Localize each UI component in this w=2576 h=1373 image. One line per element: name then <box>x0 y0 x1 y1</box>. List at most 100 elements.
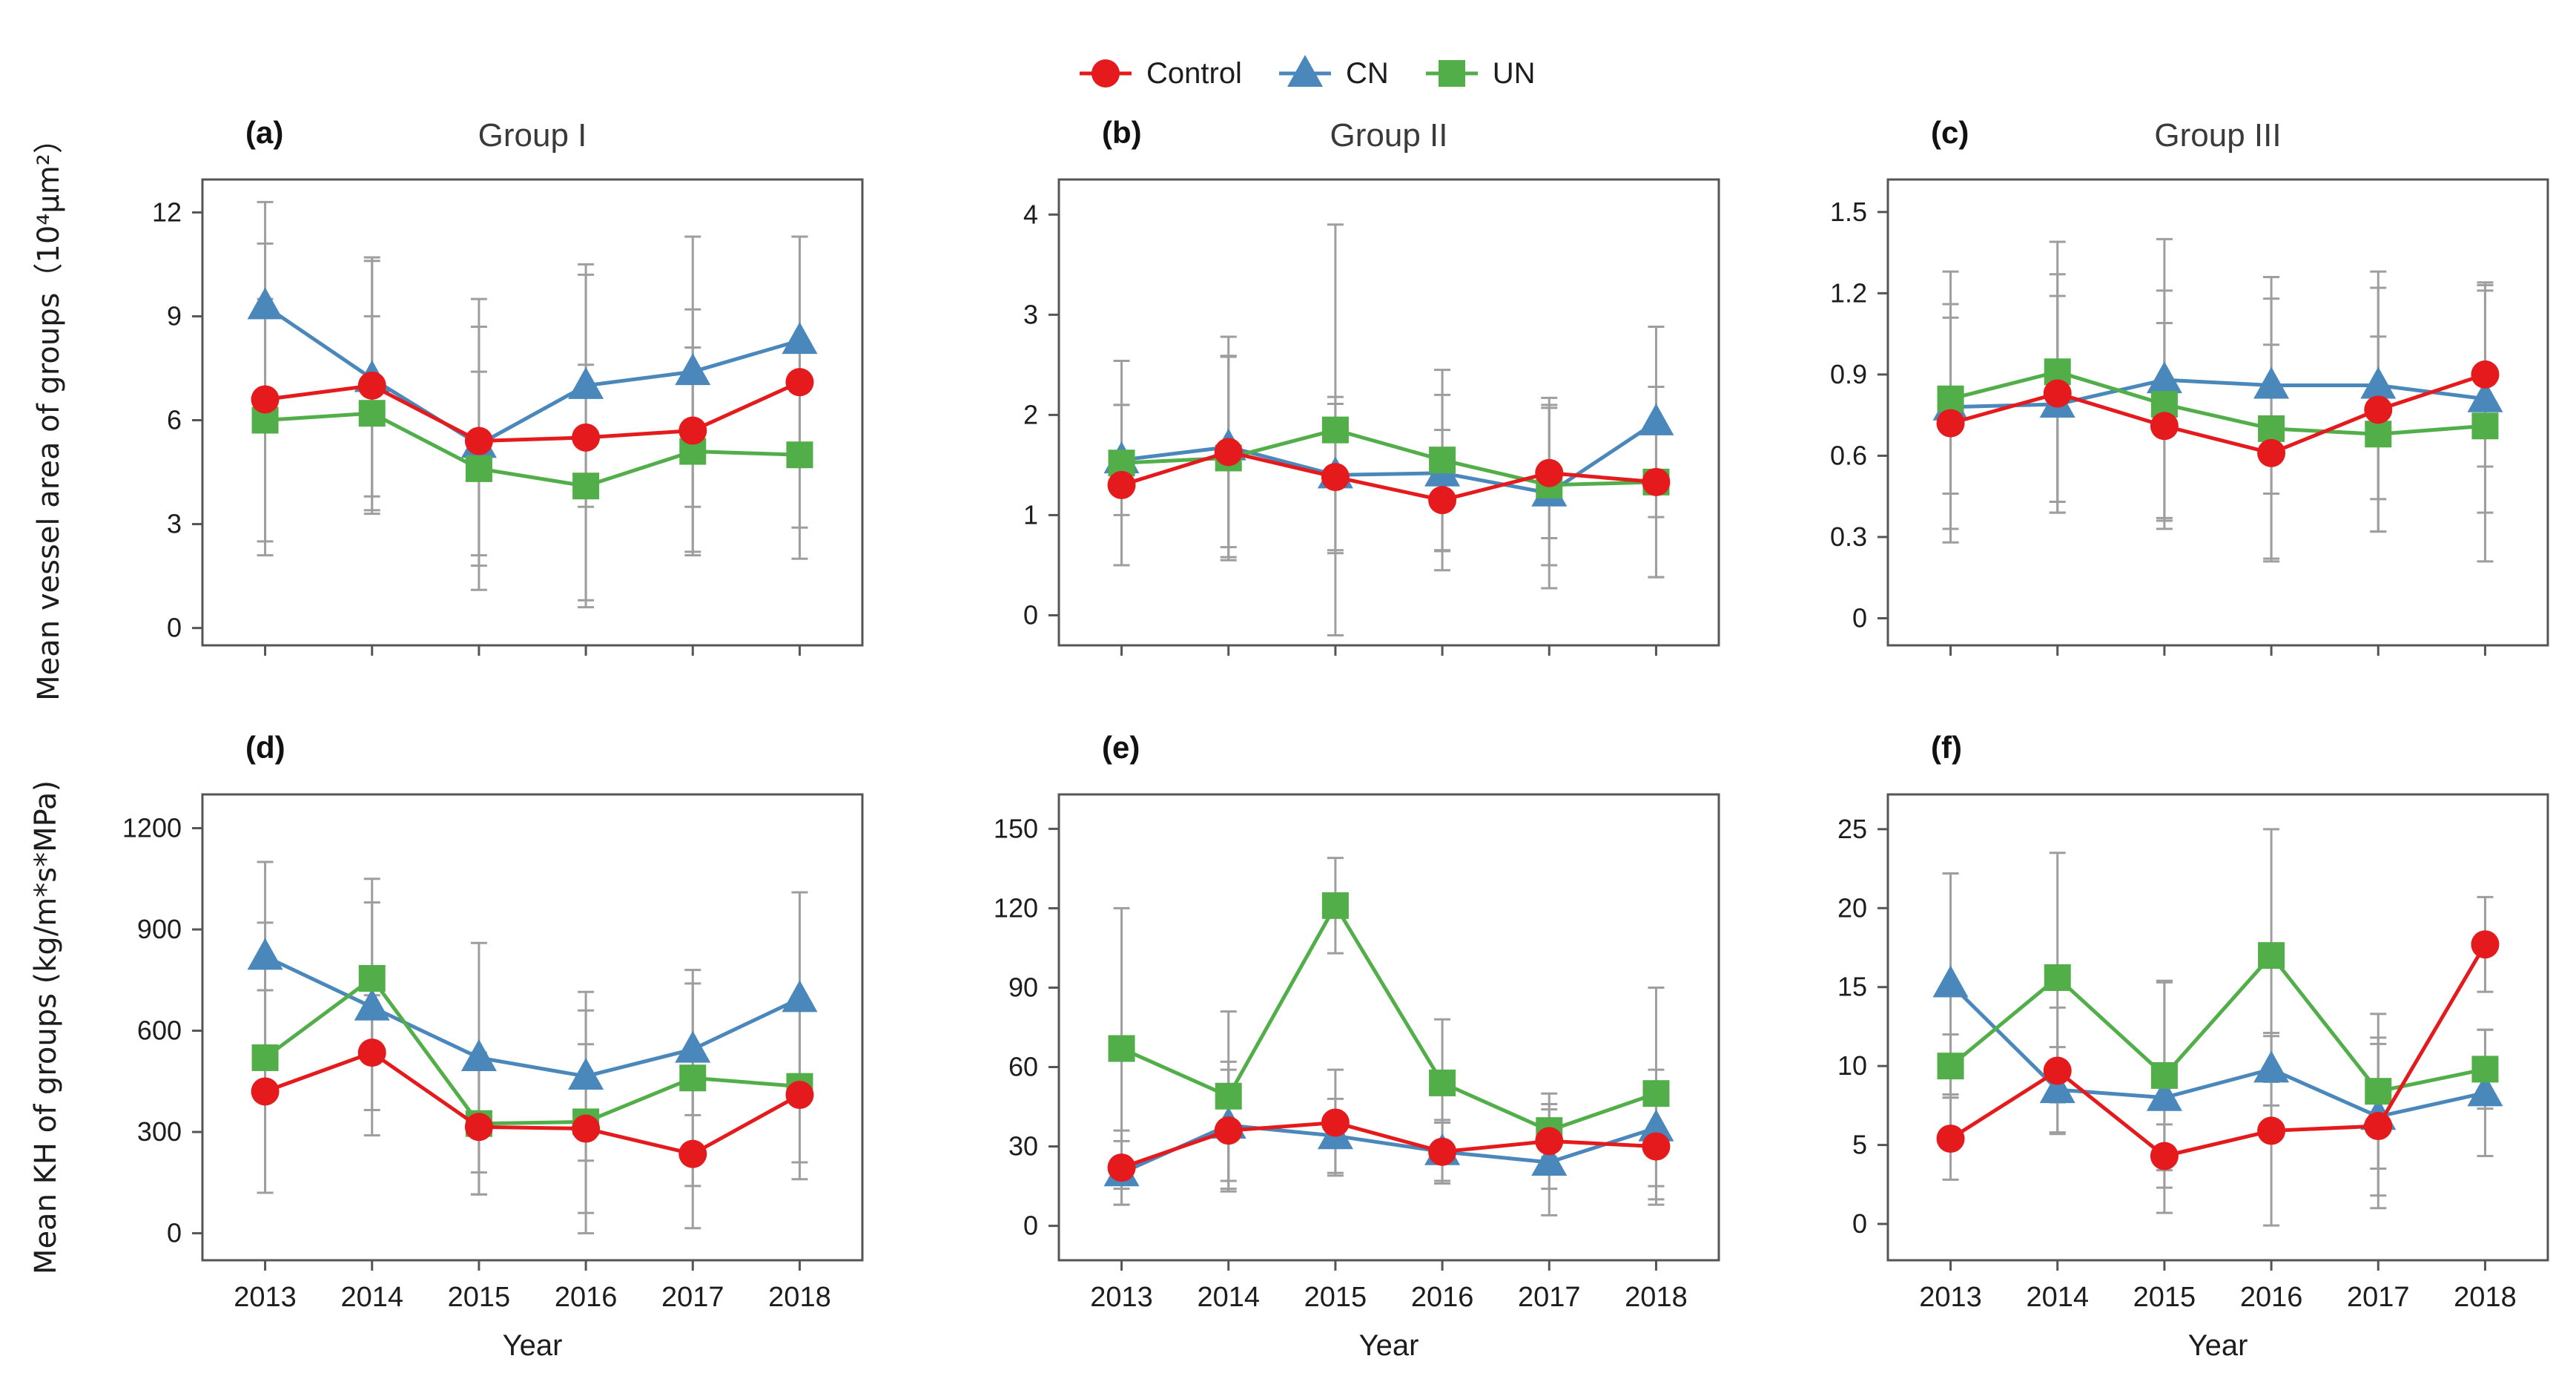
data-point-control-2014 <box>2043 379 2072 408</box>
x-tick-label: 2015 <box>2133 1282 2196 1313</box>
data-point-un-2013 <box>1937 1053 1964 1080</box>
data-point-cn-2016 <box>2253 1050 2290 1083</box>
data-point-control-2016 <box>572 1114 601 1143</box>
y-tick-label: 15 <box>1837 972 1867 1002</box>
data-point-un-2014 <box>1215 1082 1242 1110</box>
data-point-un-2016 <box>1429 1069 1456 1096</box>
data-point-control-2014 <box>357 1038 386 1067</box>
series-line <box>265 380 801 444</box>
panel-chart-svg-e: (e) 0 30 60 90 120 150 2013 2014 2015 2016 2017 2018… <box>994 730 1720 1362</box>
figure-legend: Control CN UN <box>1077 46 1536 101</box>
y-tick-label: 90 <box>1008 972 1038 1002</box>
series-line <box>264 304 801 447</box>
plot-border <box>1886 793 2549 1262</box>
panel-title: Group II <box>1330 117 1448 154</box>
series-line <box>264 975 800 1126</box>
data-point-cn-2016 <box>568 366 604 399</box>
y-tick-label: 1200 <box>122 813 182 843</box>
data-point-control-2016 <box>572 423 601 452</box>
data-point-control-2015 <box>1321 463 1350 492</box>
panel-c: (c) Group III 0 0.3 0.6 0.9 1.2 1.5 <box>1728 72 2570 682</box>
data-point-control-2015 <box>464 1113 493 1142</box>
y-tick-label: 12 <box>152 197 182 227</box>
x-tick-label: 2015 <box>1304 1282 1367 1313</box>
y-tick-label: 0 <box>167 613 182 643</box>
x-tick-label: 2017 <box>1518 1282 1581 1313</box>
data-point-cn-2016 <box>2253 366 2290 399</box>
y-tick-label: 3 <box>167 509 182 539</box>
x-tick-label: 2013 <box>234 1282 297 1313</box>
panel-f: (f) 0 5 10 15 20 25 2013 2014 2015 2016 2017 2018 Yea… <box>1728 687 2570 1369</box>
panel-letter: (e) <box>1102 730 1140 765</box>
legend-square-glyph <box>1438 60 1465 87</box>
x-tick-label: 2014 <box>340 1282 403 1313</box>
legend-triangle-glyph <box>1287 55 1323 87</box>
x-tick-label: 2017 <box>2347 1282 2410 1313</box>
un-square-icon <box>1423 46 1481 101</box>
y-tick-label: 0 <box>1023 1211 1038 1241</box>
data-point-cn-2015 <box>2146 361 2182 394</box>
series-line <box>1949 952 2486 1093</box>
y-tick-label: 0 <box>1852 602 1867 633</box>
data-point-control-2016 <box>2257 1116 2286 1145</box>
data-point-cn-2017 <box>2360 366 2397 399</box>
y-tick-label: 0 <box>1023 599 1038 630</box>
x-axis-label: Year <box>2188 1329 2248 1362</box>
data-point-un-2014 <box>2044 964 2071 991</box>
data-point-cn-2014 <box>2039 1071 2075 1104</box>
data-point-un-2018 <box>2471 412 2499 440</box>
panel-chart-svg-b: (b) Group II 0 1 2 3 4 <box>1023 115 1720 656</box>
data-point-control-2015 <box>2150 1142 2179 1170</box>
data-point-control-2013 <box>1107 470 1136 499</box>
panel-letter: (a) <box>245 115 283 150</box>
data-point-un-2017 <box>2365 421 2392 448</box>
series-line <box>1950 378 2486 409</box>
data-point-un-2016 <box>1429 447 1456 474</box>
error-bars-layer <box>1942 237 2494 563</box>
series-control <box>251 368 814 455</box>
x-tick-label: 2016 <box>555 1282 618 1313</box>
data-point-cn-2016 <box>568 1057 604 1090</box>
y-tick-label: 1 <box>1023 499 1038 530</box>
series-line <box>1120 450 1657 502</box>
y-tick-label: 2 <box>1023 399 1038 429</box>
panel-title: Group I <box>478 117 587 154</box>
series-cn <box>247 287 818 458</box>
data-point-control-2013 <box>1936 1125 1965 1153</box>
y-tick-label: 900 <box>137 914 182 944</box>
legend-key-svg <box>1278 55 1331 87</box>
series-control <box>251 1038 814 1168</box>
data-point-control-2017 <box>678 416 707 445</box>
x-axis-label: Year <box>503 1329 563 1362</box>
legend-circle-glyph <box>1092 59 1120 88</box>
legend-label-cn: CN <box>1345 56 1389 90</box>
y-tick-label: 0 <box>167 1218 182 1248</box>
cn-triangle-icon <box>1276 46 1334 101</box>
data-point-cn-2018 <box>1638 403 1674 435</box>
data-point-cn-2018 <box>782 322 818 355</box>
panel-letter: (c) <box>1931 115 1969 150</box>
x-tick-label: 2018 <box>1625 1282 1688 1313</box>
y-tick-label: 9 <box>167 300 182 331</box>
data-point-un-2016 <box>572 473 600 500</box>
series-control <box>1107 1108 1671 1182</box>
data-point-un-2014 <box>358 965 386 992</box>
x-tick-label: 2014 <box>2026 1282 2089 1313</box>
data-point-cn-2013 <box>247 938 283 970</box>
panel-e: (e) 0 30 60 90 120 150 2013 2014 2015 2016 2017 2018… <box>899 687 1741 1369</box>
data-point-control-2017 <box>2364 1112 2393 1141</box>
series-control <box>1936 930 2500 1170</box>
y-tick-label: 1.2 <box>1830 277 1867 308</box>
data-point-control-2013 <box>251 385 280 414</box>
data-point-control-2018 <box>2471 360 2500 389</box>
panel-chart-svg-d: (d) 0 300 600 900 1200 2013 2014 2015 2016 2017 201… <box>122 730 864 1362</box>
series-line <box>1949 372 2486 455</box>
y-tick-label: 4 <box>1023 199 1038 229</box>
x-tick-label: 2016 <box>1411 1282 1474 1313</box>
series-control <box>1107 438 1671 515</box>
data-point-cn-2018 <box>2467 1074 2503 1107</box>
series-line <box>1121 420 1657 495</box>
series-line <box>1120 1120 1657 1170</box>
x-tick-label: 2016 <box>2240 1282 2303 1313</box>
x-tick-label: 2017 <box>661 1282 724 1313</box>
